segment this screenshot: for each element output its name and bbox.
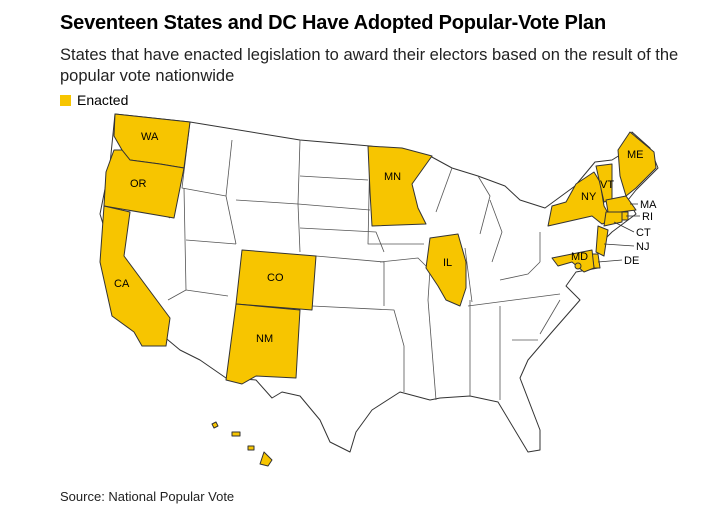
state-co[interactable] (235, 249, 317, 311)
label-md: MD (571, 251, 588, 263)
chart-title: Seventeen States and DC Have Adopted Pop… (60, 12, 606, 34)
label-wa: WA (141, 131, 159, 143)
enacted-states (99, 113, 657, 467)
chart-subtitle: States that have enacted legislation to … (60, 46, 679, 85)
label-co: CO (267, 272, 284, 284)
state-dc[interactable] (574, 262, 582, 270)
state-nj[interactable] (595, 225, 609, 257)
state-ny[interactable] (547, 171, 613, 227)
label-vt: VT (600, 179, 614, 191)
legend-swatch-enacted (60, 94, 71, 106)
state-mn[interactable] (367, 145, 433, 227)
label-mn: MN (384, 171, 401, 183)
label-nj: NJ (636, 241, 649, 253)
label-ca: CA (114, 278, 130, 290)
state-hi[interactable] (211, 421, 273, 467)
legend: Enacted (60, 92, 128, 108)
label-nm: NM (256, 333, 273, 345)
state-ct[interactable] (603, 211, 623, 227)
state-me[interactable] (617, 131, 657, 197)
label-ma: MA (640, 199, 657, 211)
legend-label-enacted: Enacted (77, 92, 129, 108)
state-il[interactable] (425, 233, 467, 307)
label-ct: CT (636, 227, 651, 239)
label-ny: NY (581, 191, 597, 203)
label-de: DE (624, 255, 639, 267)
source-note: Source: National Popular Vote (60, 489, 235, 504)
state-or[interactable] (103, 149, 185, 219)
leader-lines (597, 203, 640, 263)
state-md[interactable] (551, 249, 595, 273)
state-ma[interactable] (605, 195, 637, 213)
state-ca[interactable] (99, 205, 171, 347)
label-ri: RI (642, 211, 653, 223)
label-me: ME (627, 149, 644, 161)
label-il: IL (443, 257, 452, 269)
state-nm[interactable] (225, 303, 301, 385)
label-or: OR (130, 178, 147, 190)
